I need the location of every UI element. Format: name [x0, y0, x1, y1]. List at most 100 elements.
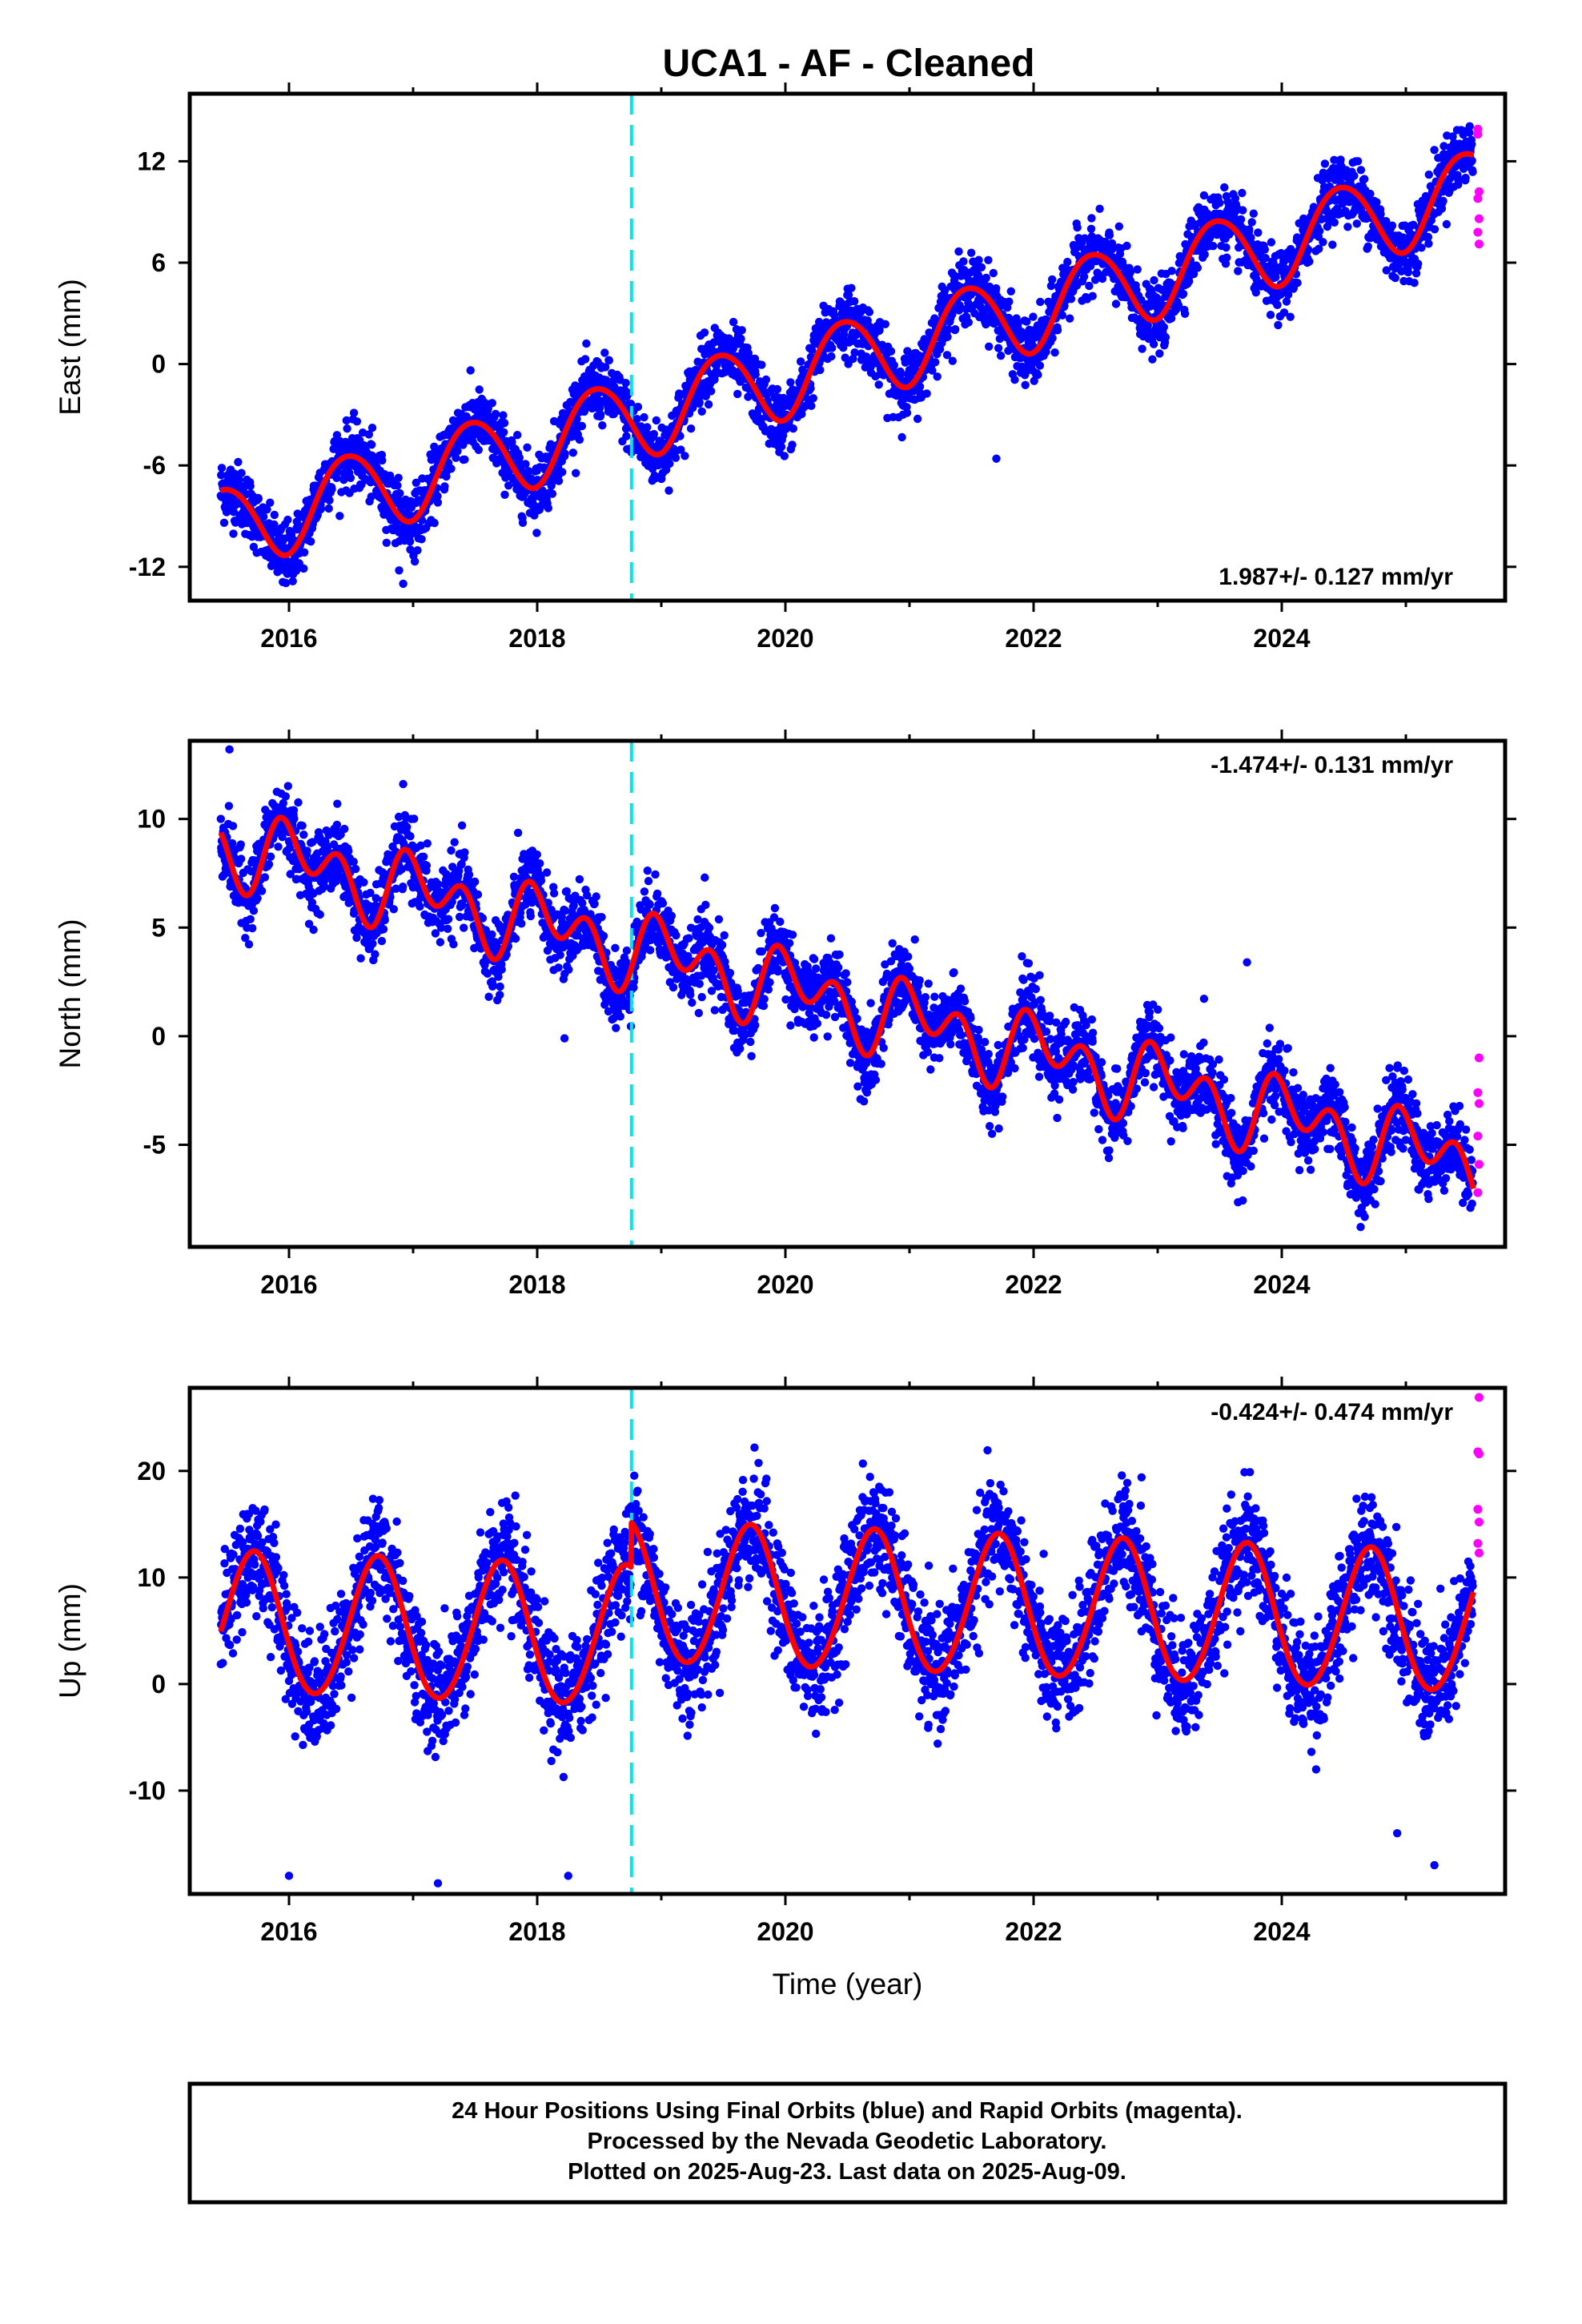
final-orbit-point	[1403, 267, 1413, 277]
final-orbit-point	[665, 486, 673, 495]
final-orbit-point	[1424, 170, 1434, 179]
final-orbit-point	[1058, 311, 1067, 320]
final-orbit-point	[704, 400, 713, 409]
final-orbit-point	[303, 846, 311, 855]
final-orbit-point	[1086, 224, 1096, 233]
final-orbit-point	[1353, 157, 1363, 166]
final-orbit-point	[600, 363, 610, 372]
final-orbit-point	[1328, 240, 1337, 249]
final-orbit-point	[1036, 297, 1045, 307]
final-orbit-point	[332, 473, 341, 482]
final-orbit-point	[1223, 253, 1231, 262]
final-orbit-point	[244, 940, 254, 949]
final-orbit-point	[773, 384, 782, 394]
final-orbit-point	[611, 943, 620, 953]
final-orbit-point	[1087, 214, 1096, 223]
final-orbit-point	[285, 843, 295, 853]
final-orbit-point	[665, 459, 674, 468]
final-orbit-point	[447, 846, 456, 855]
final-orbit-point	[395, 566, 404, 575]
final-orbit-point	[1424, 239, 1433, 248]
final-orbit-point	[1414, 259, 1423, 268]
final-orbit-point	[1193, 263, 1203, 272]
final-orbit-point	[816, 365, 825, 375]
final-orbit-point	[1174, 300, 1183, 310]
final-orbit-point	[1251, 288, 1261, 297]
final-orbit-point	[1320, 159, 1330, 168]
final-orbit-point	[538, 486, 547, 495]
final-orbit-point	[643, 423, 652, 432]
final-orbit-point	[850, 297, 859, 306]
final-orbit-point	[632, 415, 641, 424]
final-orbit-point	[616, 1012, 624, 1021]
final-orbit-point	[896, 367, 905, 376]
final-orbit-point	[325, 496, 334, 505]
final-orbit-point	[349, 408, 359, 417]
final-orbit-point	[549, 889, 559, 898]
final-orbit-point	[229, 529, 238, 538]
final-orbit-point	[412, 478, 420, 487]
final-orbit-point	[850, 348, 859, 357]
final-orbit-point	[298, 821, 307, 830]
final-orbit-point	[622, 946, 632, 955]
y-tick-label: 0	[151, 350, 166, 379]
final-orbit-point	[780, 452, 789, 460]
final-orbit-point	[399, 779, 408, 789]
final-orbit-point	[1286, 312, 1295, 321]
final-orbit-point	[488, 930, 496, 939]
final-orbit-point	[315, 910, 324, 919]
final-orbit-point	[260, 873, 270, 882]
final-orbit-point	[954, 247, 963, 256]
final-orbit-point	[1010, 376, 1019, 384]
final-orbit-point	[1461, 173, 1470, 183]
final-orbit-point	[380, 915, 389, 925]
final-orbit-point	[1236, 215, 1246, 224]
final-orbit-point	[536, 876, 546, 886]
final-orbit-point	[1178, 289, 1188, 299]
final-orbit-point	[236, 840, 245, 849]
final-orbit-point	[1273, 300, 1282, 309]
final-orbit-point	[915, 382, 925, 391]
final-orbit-point	[1279, 308, 1289, 317]
final-orbit-point	[751, 370, 760, 379]
final-orbit-point	[500, 428, 508, 436]
final-orbit-point	[504, 481, 513, 490]
final-orbit-point	[342, 416, 351, 425]
final-orbit-point	[1014, 319, 1022, 328]
final-orbit-point	[281, 792, 290, 801]
final-orbit-point	[457, 821, 467, 830]
final-orbit-point	[264, 860, 274, 869]
final-orbit-point	[266, 498, 275, 507]
final-orbit-point	[1439, 196, 1447, 206]
final-orbit-point	[828, 344, 837, 352]
final-orbit-point	[473, 890, 483, 899]
final-orbit-point	[544, 504, 552, 513]
final-orbit-point	[943, 332, 952, 341]
final-orbit-point	[661, 465, 671, 474]
final-orbit-point	[1468, 140, 1476, 149]
velocity-label: 1.987+/- 0.127 mm/yr	[1219, 564, 1453, 590]
y-tick-label: 6	[151, 248, 166, 277]
x-tick-label: 2016	[260, 624, 317, 653]
final-orbit-point	[379, 925, 388, 934]
final-orbit-point	[1048, 334, 1057, 343]
final-orbit-point	[652, 416, 661, 425]
final-orbit-point	[513, 828, 523, 838]
final-orbit-point	[346, 473, 355, 482]
final-orbit-outlier	[992, 454, 1001, 463]
final-orbit-point	[928, 366, 937, 375]
final-orbit-point	[777, 442, 786, 452]
final-orbit-point	[1363, 242, 1373, 251]
final-orbit-point	[382, 538, 391, 547]
final-orbit-point	[460, 848, 469, 857]
final-orbit-point	[1161, 333, 1170, 342]
rapid-orbit-point	[1474, 239, 1484, 249]
final-orbit-point	[881, 320, 890, 328]
final-orbit-point	[452, 453, 460, 462]
final-orbit-point	[309, 925, 318, 935]
final-orbit-point	[985, 342, 994, 351]
final-orbit-point	[433, 492, 442, 501]
final-orbit-point	[1111, 300, 1121, 308]
final-orbit-point	[349, 857, 358, 866]
final-orbit-point	[598, 421, 607, 430]
